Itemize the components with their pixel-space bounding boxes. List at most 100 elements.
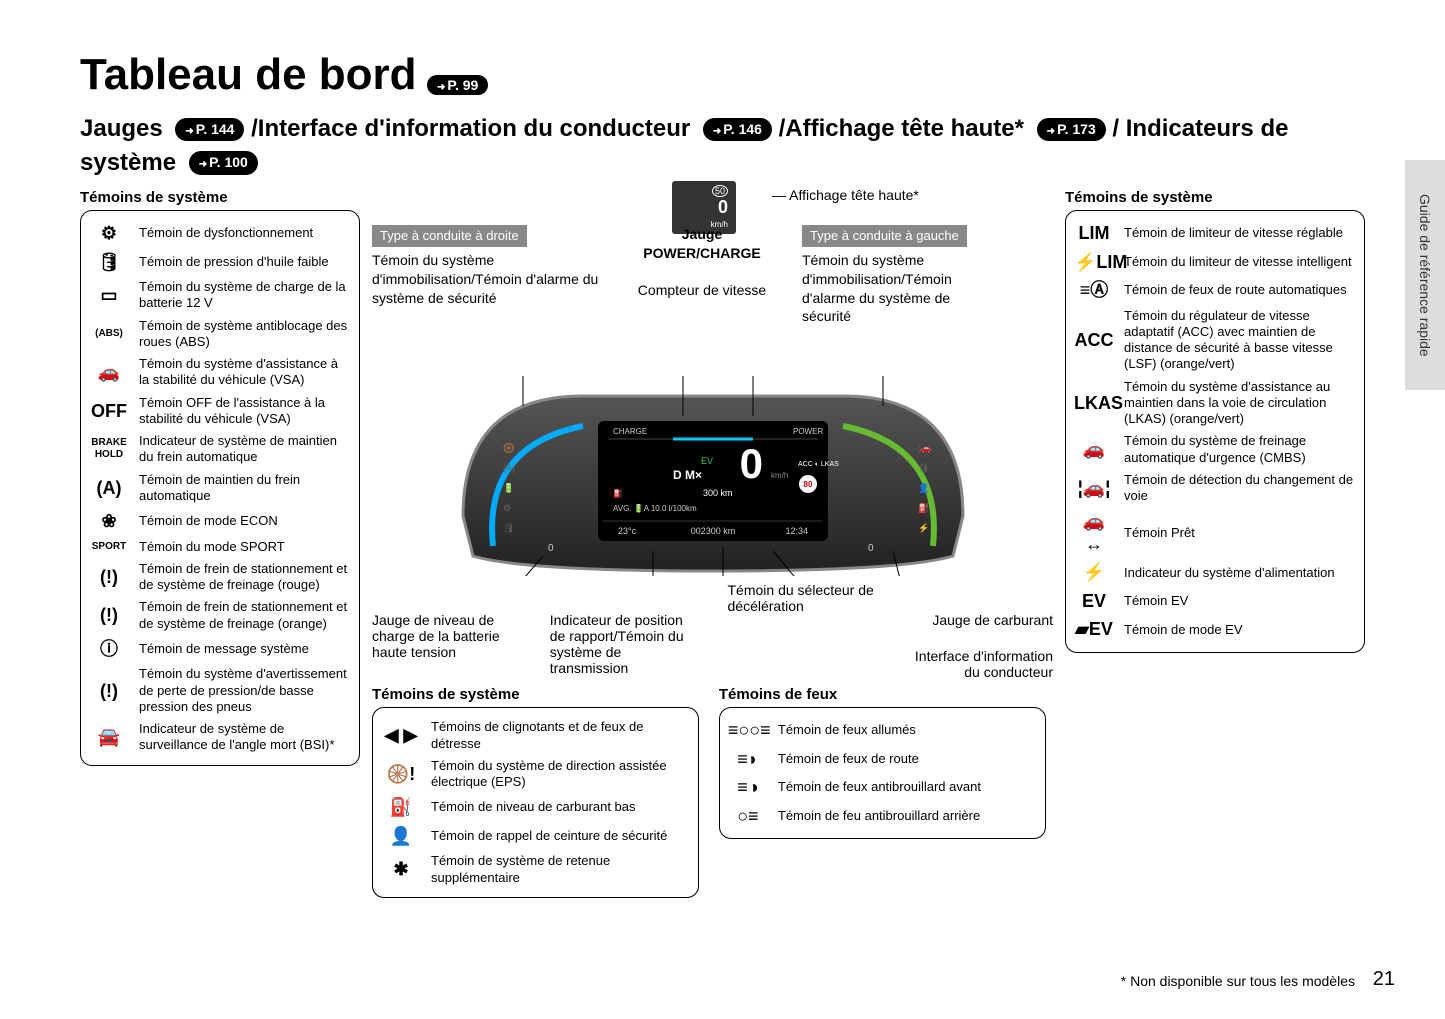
indicator-row: 🛢 Témoin de pression d'huile faible [87,248,353,277]
indicator-label: Témoin du système de charge de la batter… [139,279,351,312]
svg-text:EV: EV [701,456,713,466]
indicator-row: (!)Témoin de frein de stationnement et d… [87,558,353,597]
indicator-row: ○≡Témoin de feu antibrouillard arrière [726,802,1039,831]
svg-text:POWER: POWER [793,427,823,436]
indicator-icon: ▰EV [1074,618,1114,641]
indicator-icon: ⓘ [89,638,129,661]
indicator-icon: ACC [1074,329,1114,352]
indicator-row: 🛞!Témoin du système de direction assisté… [379,755,692,794]
indicator-row: ≡ⒶTémoin de feux de route automatiques [1072,276,1358,305]
indicator-label: Témoin Prêt [1124,525,1356,541]
right-box-title: Témoins de système [1065,189,1365,206]
lights-indicator-box: ≡○○≡ Témoin de feux allumés ≡◗Témoin de fe… [719,707,1046,839]
subtitle-p3: /Affichage tête haute* [779,115,1024,142]
indicator-label: Témoin du régulateur de vitesse adaptati… [1124,308,1356,373]
indicator-label: Indicateur de système de maintien du fre… [139,433,351,466]
indicator-row: ⓘTémoin de message système [87,635,353,664]
ref-gauges: P. 144 [175,118,244,142]
indicator-icon: (ABS) [89,328,129,341]
indicator-icon: 🛢 [89,251,129,274]
hud-limit: 50 [712,185,728,197]
indicator-icon: BRAKE HOLD [89,437,129,462]
indicator-icon: LKAS [1074,392,1114,415]
indicator-label: Témoin OFF de l'assistance à la stabilit… [139,395,351,428]
indicator-row: ⚡LIM Témoin du limiteur de vitesse intell… [1072,248,1358,277]
indicator-label: Témoin du système de freinage automatiqu… [1124,433,1356,466]
indicator-row: (A)Témoin de maintien du frein automatiq… [87,469,353,508]
indicator-row: 🚗 Témoin du système d'assistance à la sta… [87,353,353,392]
ref-dii: P. 146 [703,118,772,142]
svg-text:(A): (A) [503,463,515,473]
indicator-row: SPORT Témoin du mode SPORT [87,536,353,558]
indicator-label: Témoin de feux allumés [778,722,1037,738]
indicator-row: ⚙ Témoin de dysfonctionnement [87,219,353,248]
indicator-row: (!) Témoin du système d'avertissement de … [87,663,353,718]
svg-text:12:34: 12:34 [785,526,808,536]
subtitle: Jauges P. 144 /Interface d'information d… [80,112,1365,179]
indicator-row: BRAKE HOLD Indicateur de système de maint… [87,430,353,469]
indicator-icon: (!) [89,680,129,703]
speed-label: Compteur de vitesse [622,281,782,300]
indicator-icon: 🚗 [89,361,129,384]
indicator-icon: SPORT [89,541,129,554]
indicator-row: ⛽Témoin de niveau de carburant bas [379,793,692,822]
svg-text:🛢: 🛢 [918,463,929,473]
svg-text:0: 0 [868,543,874,554]
indicator-label: Témoin de mode ECON [139,513,351,529]
page-number: 21 [1373,968,1395,991]
indicator-icon: OFF [89,400,129,423]
indicator-row: ≡◗Témoin de feux de route [726,745,1039,774]
indicator-row: 🚘Indicateur de système de surveillance d… [87,718,353,757]
svg-text:0: 0 [548,543,554,554]
indicator-label: Témoin du système d'assistance à la stab… [139,356,351,389]
indicator-icon: LIM [1074,222,1114,245]
indicator-label: Témoin de mode EV [1124,622,1356,638]
indicator-label: Témoin de feux de route automatiques [1124,282,1356,298]
indicator-row: ◀ ▶Témoins de clignotants et de feux de … [379,716,692,755]
indicator-row: ❀Témoin de mode ECON [87,507,353,536]
indicator-label: Témoin du système d'avertissement de per… [139,666,351,715]
indicator-row: 👤Témoin de rappel de ceinture de sécurit… [379,822,692,851]
ref-sysind: P. 100 [189,151,258,175]
indicator-label: Témoin de limiteur de vitesse réglable [1124,225,1356,241]
mid-indicator-box: ◀ ▶Témoins de clignotants et de feux de … [372,707,699,898]
hud-label: — Affichage tête haute* [772,187,919,203]
indicator-label: Témoin du mode SPORT [139,539,351,555]
indicator-label: Témoin EV [1124,593,1356,609]
indicator-row: ⚡ Indicateur du système d'alimentation [1072,558,1358,587]
indicator-label: Indicateur du système d'alimentation [1124,565,1356,581]
page-ref-main: P. 99 [427,75,488,95]
indicator-icon: ◀ ▶ [381,724,421,747]
indicator-row: LIM Témoin de limiteur de vitesse réglabl… [1072,219,1358,248]
indicator-icon: ▭ [89,284,129,307]
indicator-icon: 👤 [381,825,421,848]
page-title: Tableau de bord [80,50,417,100]
svg-text:👤: 👤 [918,482,929,493]
svg-text:🛞: 🛞 [503,442,514,453]
indicator-icon: ⚡LIM [1074,251,1114,274]
indicator-label: Témoin de pression d'huile faible [139,254,351,270]
indicator-label: Témoin du système d'assistance au mainti… [1124,379,1356,428]
annot-dii: Interface d'information du conducteur [905,648,1053,680]
indicator-row: ≡○○≡ Témoin de feux allumés [726,716,1039,745]
indicator-icon: ⚙ [89,222,129,245]
indicator-row: ✱Témoin de système de retenue supplément… [379,850,692,889]
indicator-label: Témoin de maintien du frein automatique [139,472,351,505]
indicator-row: ACC Témoin du régulateur de vitesse adapt… [1072,305,1358,376]
svg-text:🔋: 🔋 [503,482,514,493]
indicator-label: Témoin de dysfonctionnement [139,225,351,241]
indicator-icon: ✱ [381,858,421,881]
subtitle-p1: Jauges [80,115,163,142]
indicator-row: 🚗↔Témoin Prêt [1072,507,1358,558]
indicator-icon: ≡○○≡ [728,719,768,742]
svg-text:km/h: km/h [771,471,788,480]
cluster-speed: 0 [739,440,762,487]
indicator-label: Témoin de niveau de carburant bas [431,799,690,815]
indicator-icon: ⚡ [1074,561,1114,584]
svg-text:⛽: ⛽ [918,502,929,513]
indicator-row: (!)Témoin de frein de stationnement et d… [87,596,353,635]
indicator-label: Témoin du limiteur de vitesse intelligen… [1124,254,1356,270]
indicator-row: ▭ Témoin du système de charge de la batte… [87,276,353,315]
svg-text:⛽: ⛽ [613,488,623,498]
left-box-title: Témoins de système [80,189,360,206]
